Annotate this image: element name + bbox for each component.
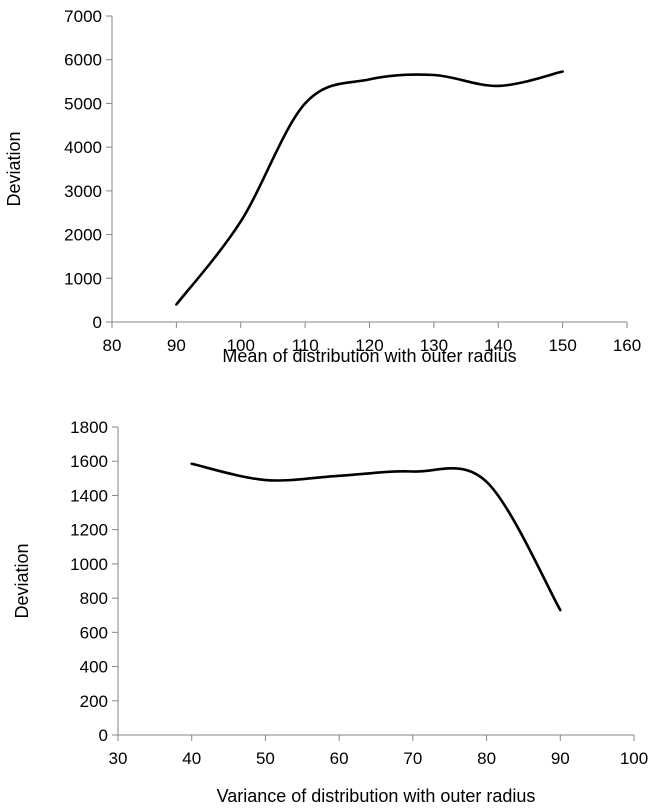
x-axis-title: Variance of distribution with outer radi… (217, 786, 536, 806)
y-tick-label: 200 (80, 692, 108, 711)
x-tick-label: 90 (551, 749, 570, 768)
x-tick-label: 100 (227, 336, 255, 355)
y-tick-label: 1000 (64, 269, 102, 288)
x-tick-label: 50 (256, 749, 275, 768)
x-tick-label: 40 (182, 749, 201, 768)
x-tick-label: 60 (330, 749, 349, 768)
x-tick-label: 120 (355, 336, 383, 355)
y-tick-label: 5000 (64, 94, 102, 113)
y-tick-label: 1600 (70, 452, 108, 471)
y-tick-label: 0 (99, 726, 108, 745)
y-tick-label: 2000 (64, 226, 102, 245)
x-tick-label: 100 (620, 749, 648, 768)
x-tick-label: 140 (484, 336, 512, 355)
chart-2: 0 200 400 600 800 1000 1200 1400 1600 1800 30 40 50 6… (12, 418, 648, 806)
y-tick-label: 4000 (64, 138, 102, 157)
x-tick-label: 110 (292, 336, 319, 355)
x-tick-label: 70 (403, 749, 422, 768)
x-tick-label: 80 (103, 336, 122, 355)
y-tick-label: 800 (80, 589, 108, 608)
y-tick-label: 1000 (70, 555, 108, 574)
y-tick-label: 7000 (64, 7, 102, 26)
x-tick-label: 160 (613, 336, 641, 355)
y-tick-label: 6000 (64, 51, 102, 70)
y-axis-title: Deviation (12, 543, 32, 618)
y-tick-label: 1200 (70, 521, 108, 540)
x-tick-label: 90 (167, 336, 186, 355)
y-tick-label: 3000 (64, 182, 102, 201)
series-line (175, 70, 564, 306)
y-tick-label: 0 (93, 313, 102, 332)
y-tick-label: 1400 (70, 486, 108, 505)
y-axis-title: Deviation (4, 131, 24, 206)
x-tick-label: 30 (109, 749, 128, 768)
x-tick-label: 130 (420, 336, 448, 355)
x-tick-label: 80 (477, 749, 496, 768)
x-axis-title: Mean of distribution with outer radius (222, 346, 516, 366)
y-tick-label: 600 (80, 623, 108, 642)
x-tick-label: 150 (548, 336, 576, 355)
y-tick-label: 1800 (70, 418, 108, 437)
chart-1: 0 1000 2000 3000 4000 5000 6000 7000 80 90 100 110 1… (4, 7, 641, 366)
y-tick-label: 400 (80, 658, 108, 677)
series-line (190, 462, 562, 612)
